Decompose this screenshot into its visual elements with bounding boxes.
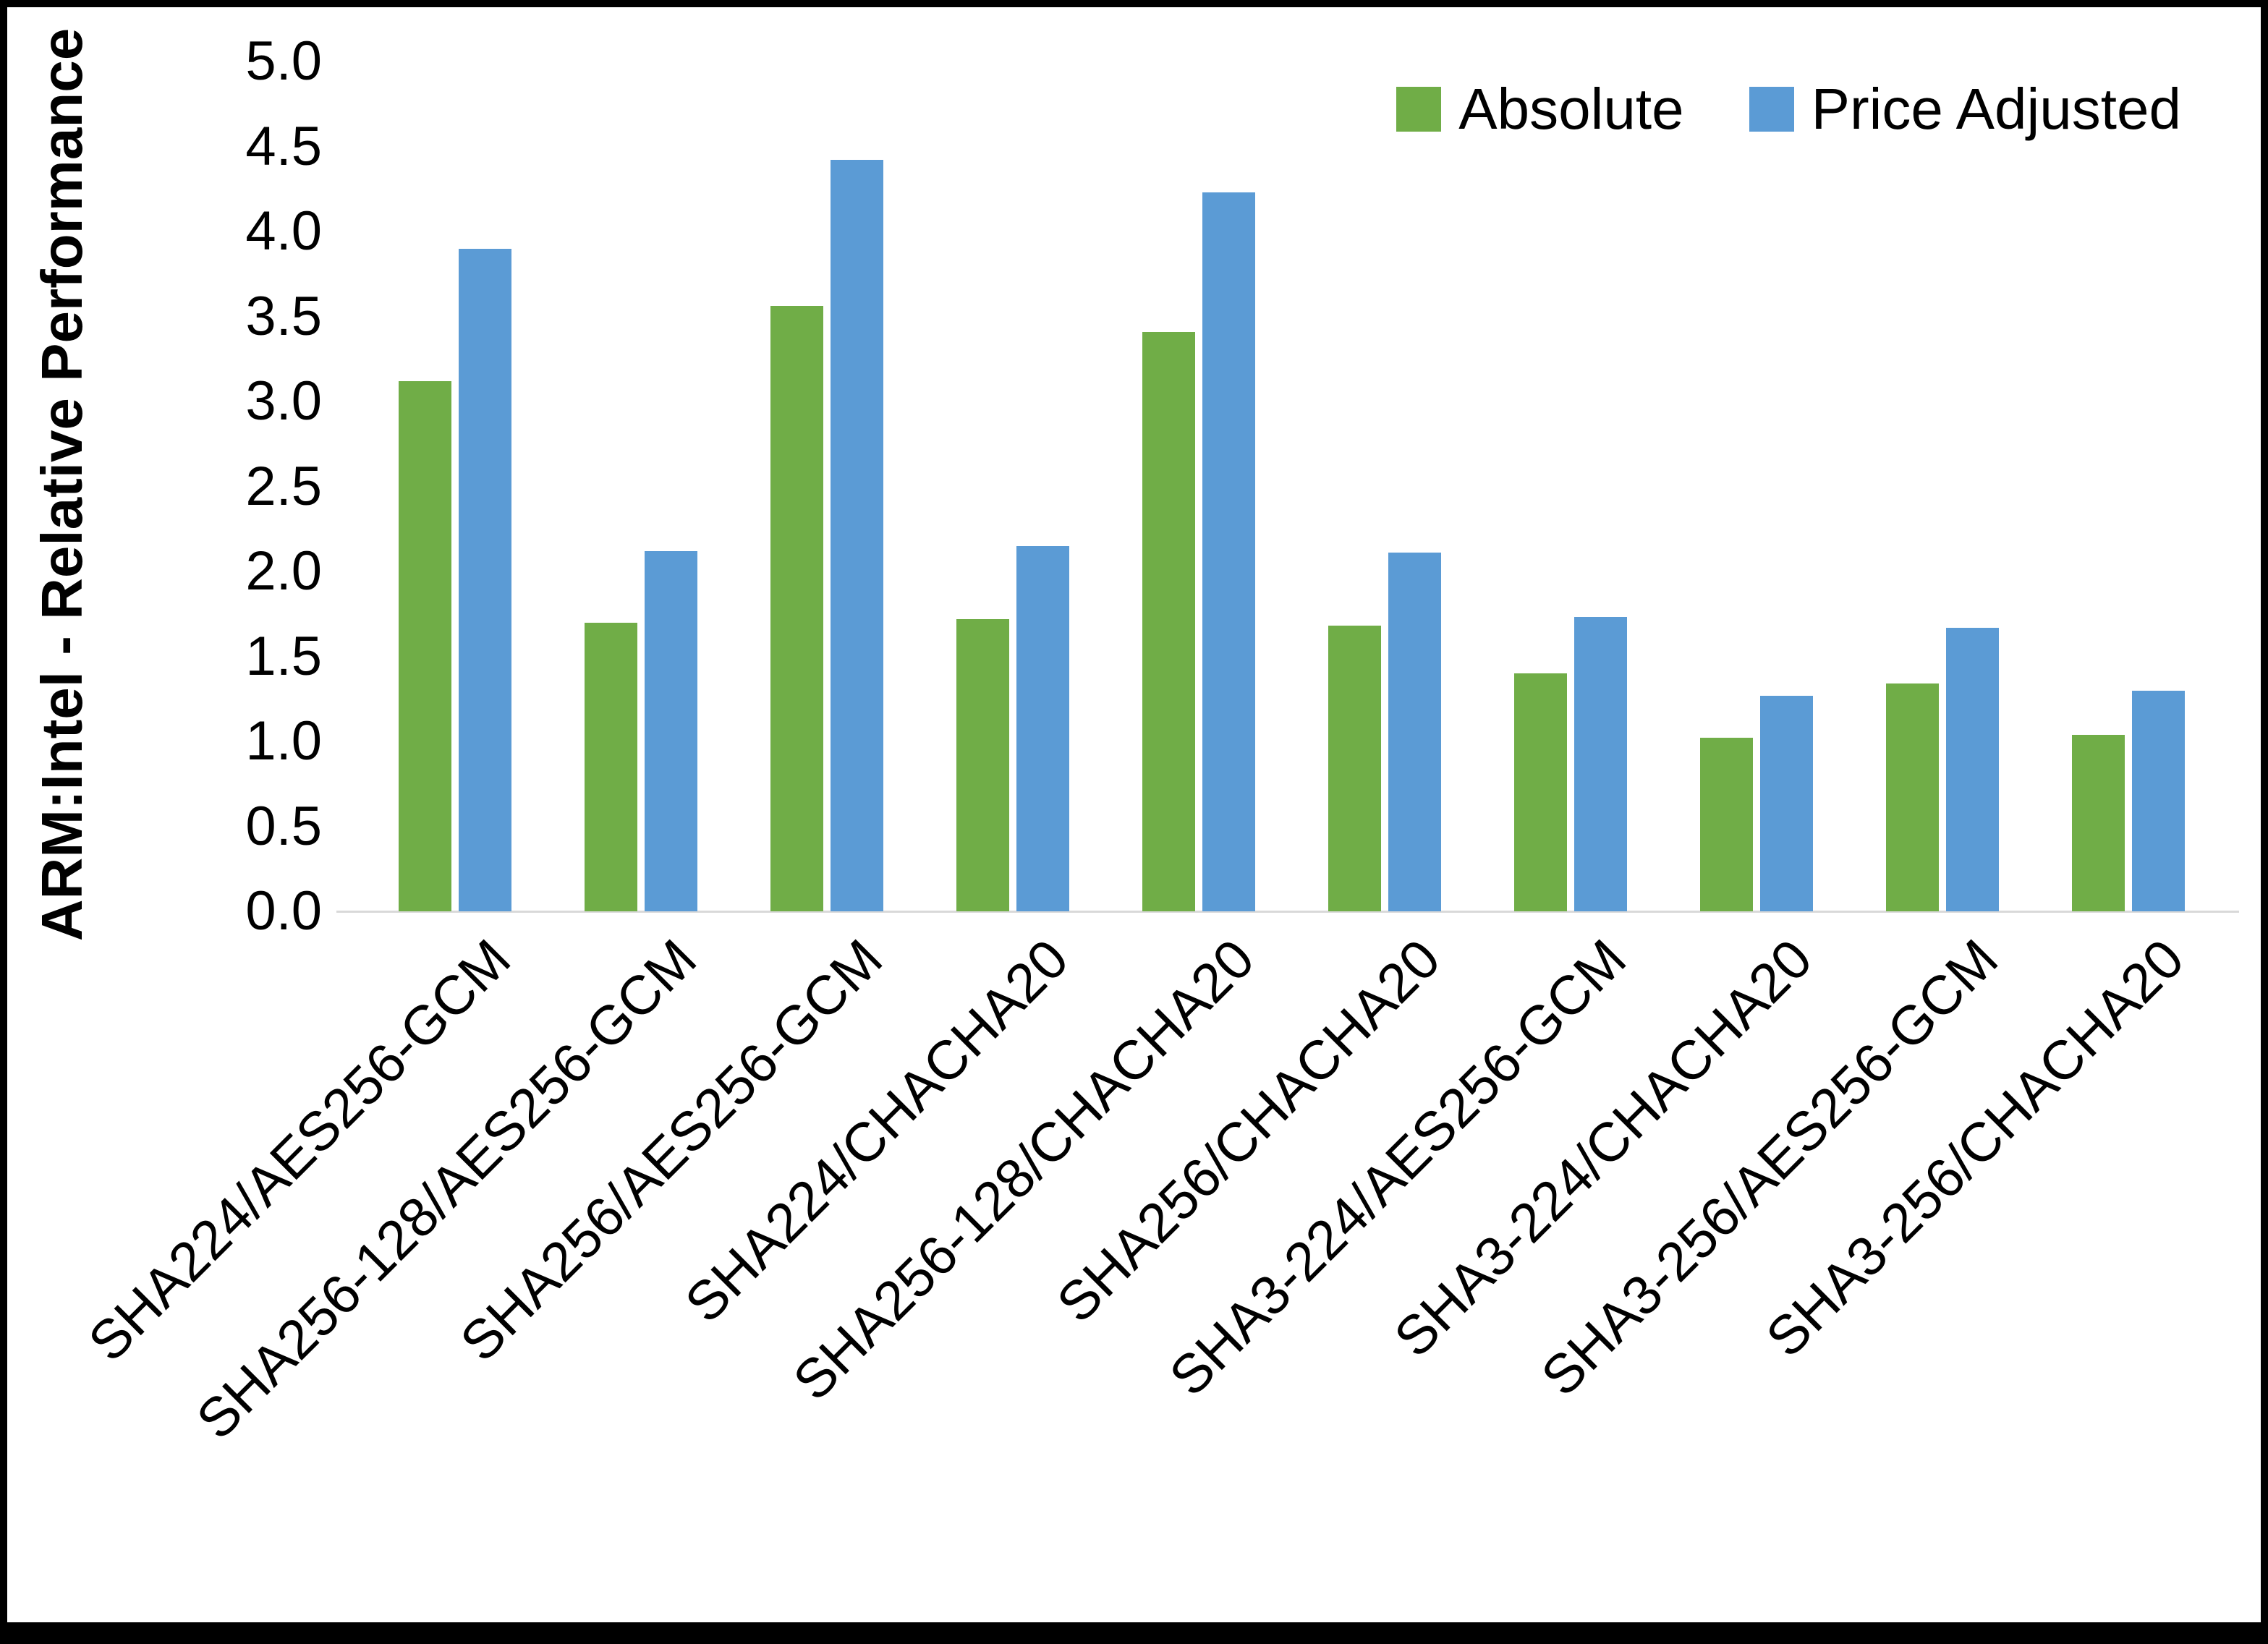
bar-absolute — [770, 306, 823, 911]
y-tick-label: 4.0 — [245, 200, 322, 262]
bar-absolute — [1328, 626, 1381, 911]
y-tick-label: 3.5 — [245, 285, 322, 347]
bar-price-adjusted — [1945, 627, 1999, 911]
legend: Absolute Price Adjusted — [1396, 76, 2181, 142]
x-axis-label: SHA3-256/AES256-GCM — [1529, 927, 2010, 1408]
bar-absolute — [1513, 673, 1567, 911]
bar-price-adjusted — [458, 248, 511, 911]
y-tick-label: 0.0 — [245, 880, 322, 942]
y-tick-label: 5.0 — [245, 30, 322, 92]
bar-absolute — [1885, 683, 1939, 911]
y-axis-title: ARM:Intel - Relative Performance — [30, 27, 94, 942]
bar-absolute — [398, 380, 451, 911]
x-axis-label: SHA256/AES256-GCM — [448, 927, 894, 1373]
y-tick-label: 3.0 — [245, 370, 322, 432]
bar-price-adjusted — [1759, 695, 1813, 911]
x-axis-label: SHA3-256/CHACHA20 — [1754, 927, 2196, 1369]
bar-absolute — [584, 622, 637, 911]
y-tick-label: 0.5 — [245, 795, 322, 857]
bar-price-adjusted — [1016, 545, 1069, 911]
legend-label: Price Adjusted — [1811, 77, 2181, 141]
bar-absolute — [1699, 738, 1753, 911]
y-tick-label: 1.0 — [245, 710, 322, 772]
y-tick-label: 4.5 — [245, 115, 322, 177]
legend-label: Absolute — [1458, 77, 1684, 141]
bar-chart: ARM:Intel - Relative Performance 0.0 0.5 1… — [7, 7, 2261, 1622]
y-tick-label: 1.5 — [245, 625, 322, 687]
legend-swatch — [1749, 87, 1794, 132]
x-axis-label: SHA3-224/CHACHA20 — [1382, 927, 1824, 1369]
bar-absolute — [956, 618, 1009, 911]
x-axis-line — [336, 911, 2239, 913]
bar-price-adjusted — [644, 550, 697, 911]
bar-absolute — [1142, 331, 1195, 911]
bar-price-adjusted — [830, 160, 883, 911]
x-axis-label: SHA224/CHACHA20 — [673, 927, 1080, 1334]
bar-price-adjusted — [1202, 192, 1255, 911]
bar-absolute — [2071, 734, 2125, 911]
x-axis-label: SHA3-224/AES256-GCM — [1158, 927, 1638, 1408]
legend-item-price-adjusted: Price Adjusted — [1749, 76, 2181, 142]
legend-item-absolute: Absolute — [1396, 76, 1684, 142]
y-tick-label: 2.0 — [245, 540, 322, 602]
bar-price-adjusted — [1573, 617, 1627, 911]
bar-price-adjusted — [2131, 690, 2185, 911]
y-tick-label: 2.5 — [245, 455, 322, 517]
x-axis-label: SHA256-128/CHACHA20 — [781, 927, 1266, 1413]
x-axis-label: SHA256/CHACHA20 — [1045, 927, 1452, 1334]
legend-swatch — [1396, 87, 1442, 132]
bar-price-adjusted — [1388, 553, 1441, 911]
x-axis-label: SHA256-128/AES256-GCM — [184, 927, 708, 1452]
